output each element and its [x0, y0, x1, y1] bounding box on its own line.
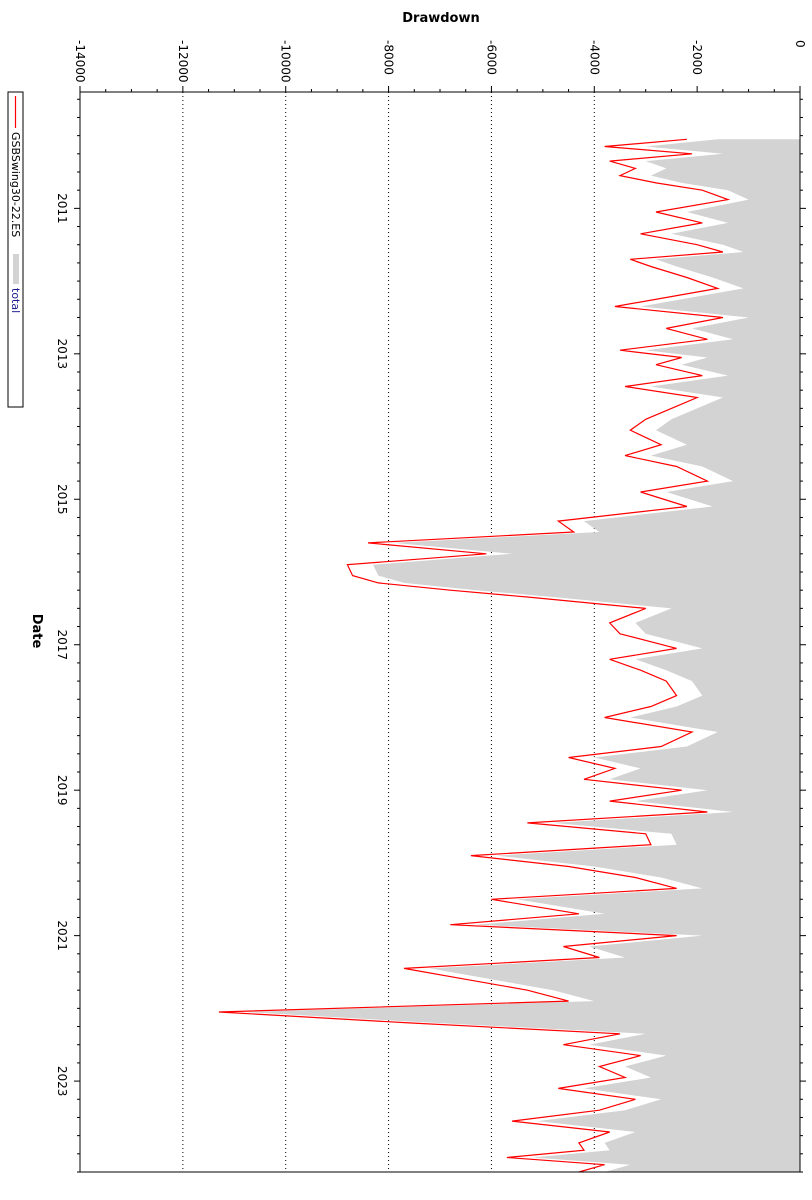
value-tick-label: -4000 — [587, 40, 601, 75]
date-axis-ticks: 2011 2013 2015 2017 2019 2021 2023 — [55, 98, 806, 1173]
y-axis-title: Drawdown — [402, 11, 480, 26]
value-tick-label: -6000 — [484, 40, 498, 75]
series-total-area — [244, 139, 801, 1173]
value-tick-label: -14000 — [73, 40, 87, 83]
legend-area-swatch — [13, 254, 19, 284]
legend-label-total: total — [9, 288, 22, 313]
value-tick-label: -12000 — [176, 40, 190, 83]
date-tick-label: 2013 — [55, 339, 69, 370]
value-tick-label: 0 — [793, 40, 807, 48]
date-tick-label: 2015 — [55, 484, 69, 515]
date-tick-label: 2017 — [55, 629, 69, 660]
legend: GSBSwing30-22.ES total — [7, 91, 24, 408]
grid-lines — [182, 92, 595, 1172]
date-tick-label: 2011 — [55, 193, 69, 224]
date-tick-label: 2019 — [55, 775, 69, 806]
legend-label-gsbswing: GSBSwing30-22.ES — [9, 132, 22, 237]
series-gsbswing-line — [218, 138, 731, 1173]
value-axis-ticks: -14000 -12000 -10000 -8000 -6000 -4000 -2000 0 — [73, 40, 807, 92]
value-tick-label: -2000 — [690, 40, 704, 75]
value-tick-label: -10000 — [279, 40, 293, 83]
date-tick-label: 2023 — [55, 1066, 69, 1097]
legend-box — [7, 91, 24, 408]
x-axis-title: Date — [29, 614, 44, 649]
value-tick-label: -8000 — [382, 40, 396, 75]
date-tick-label: 2021 — [55, 920, 69, 951]
